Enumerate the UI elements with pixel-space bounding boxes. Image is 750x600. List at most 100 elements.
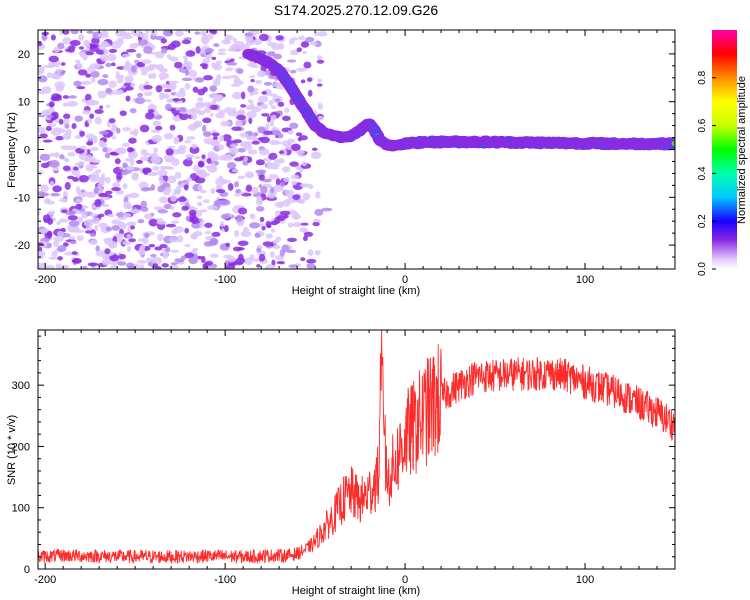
noise-speckle [137, 219, 145, 224]
noise-speckle [148, 218, 159, 227]
noise-speckle [217, 52, 227, 56]
noise-speckle [226, 62, 238, 66]
noise-speckle [172, 212, 182, 218]
noise-speckle [93, 187, 99, 194]
noise-speckle [279, 249, 286, 257]
noise-speckle [56, 68, 62, 74]
noise-speckle [174, 226, 184, 233]
noise-speckle [229, 144, 238, 148]
noise-speckle [202, 117, 212, 124]
chart-title: S174.2025.270.12.09.G26 [274, 2, 438, 18]
noise-speckle [190, 232, 198, 240]
noise-speckle [56, 230, 65, 237]
noise-speckle [211, 139, 220, 146]
noise-speckle [82, 53, 88, 61]
noise-speckle [38, 68, 45, 75]
noise-speckle [89, 213, 98, 217]
noise-speckle [305, 36, 315, 43]
noise-speckle [67, 152, 76, 157]
noise-speckle [286, 237, 298, 242]
noise-speckle [69, 39, 81, 47]
noise-speckle [162, 165, 174, 170]
noise-speckle [138, 264, 145, 269]
noise-speckle [256, 70, 267, 78]
noise-speckle [86, 30, 94, 34]
noise-speckle [122, 183, 128, 190]
noise-speckle [71, 170, 81, 176]
noise-speckle [226, 255, 236, 263]
noise-speckle [188, 256, 198, 265]
noise-speckle [195, 77, 205, 83]
noise-speckle [216, 60, 222, 65]
noise-speckle [165, 223, 177, 228]
noise-speckle [203, 137, 214, 145]
noise-speckle [284, 107, 290, 114]
noise-speckle [186, 177, 193, 182]
noise-speckle [197, 97, 204, 102]
noise-speckle [286, 138, 296, 144]
noise-speckle [39, 153, 51, 161]
noise-speckle [204, 230, 212, 235]
noise-speckle [149, 103, 155, 110]
noise-speckle [50, 111, 59, 120]
noise-speckle [94, 116, 102, 125]
noise-speckle [137, 248, 146, 256]
noise-speckle [197, 184, 203, 191]
noise-speckle [231, 168, 239, 173]
noise-speckle [111, 219, 121, 225]
noise-speckle [306, 263, 315, 269]
noise-speckle [175, 185, 182, 194]
noise-speckle [124, 86, 134, 91]
top-y-axis-label: Frequency (Hz) [6, 112, 18, 188]
noise-speckle [40, 184, 49, 193]
noise-speckle [185, 50, 196, 57]
noise-speckle [126, 221, 137, 227]
noise-speckle [157, 233, 164, 242]
noise-speckle [217, 48, 226, 52]
noise-speckle [291, 214, 302, 220]
noise-speckle [249, 222, 260, 229]
noise-speckle [97, 78, 109, 86]
noise-speckle [303, 231, 314, 237]
noise-speckle [64, 251, 75, 256]
noise-speckle [78, 192, 87, 198]
noise-speckle [259, 136, 271, 144]
noise-speckle [129, 159, 135, 166]
noise-speckle [273, 184, 284, 192]
noise-speckle [103, 237, 112, 243]
noise-speckle [206, 205, 218, 210]
bottom-y-tick-label: 300 [12, 380, 30, 392]
noise-speckle [236, 214, 243, 223]
colorbar-ticks: 0.0 0.2 0.4 0.6 0.8 [697, 70, 716, 276]
noise-speckle [185, 154, 195, 159]
noise-speckle [77, 161, 85, 166]
noise-speckle [278, 201, 284, 208]
noise-speckle [148, 244, 156, 248]
snr-frame [37, 329, 676, 570]
noise-speckle [254, 232, 261, 238]
noise-speckle [48, 122, 57, 128]
noise-speckle [290, 49, 299, 56]
noise-speckle [62, 165, 71, 171]
noise-speckle [218, 175, 223, 181]
top-x-tick-label: -100 [214, 274, 236, 286]
noise-speckle [169, 124, 176, 131]
noise-speckle [48, 152, 60, 157]
noise-speckle [98, 130, 109, 135]
noise-speckle [89, 113, 95, 119]
noise-speckle [143, 99, 152, 103]
bottom-x-tick-label: -200 [34, 574, 56, 586]
noise-speckle [139, 32, 149, 39]
noise-speckle [106, 53, 117, 62]
noise-speckle [250, 64, 259, 69]
noise-speckle [48, 256, 59, 260]
noise-speckle [38, 210, 41, 216]
noise-speckle [70, 30, 79, 35]
noise-speckle [160, 38, 168, 44]
noise-speckle [105, 62, 112, 68]
noise-speckle [38, 89, 46, 95]
noise-speckle [231, 91, 243, 100]
noise-speckle [212, 135, 218, 141]
noise-speckle [173, 136, 180, 145]
